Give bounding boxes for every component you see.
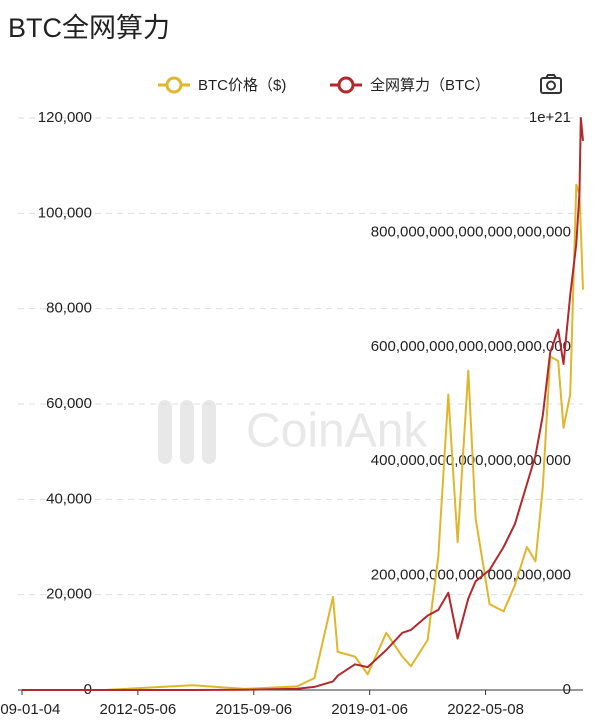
- x-tick-label: 2015-09-06: [215, 701, 292, 718]
- y2-tick-label: 800,000,000,000,000,000,000: [371, 223, 571, 240]
- legend-marker: [165, 76, 183, 94]
- camera-icon[interactable]: [540, 74, 562, 94]
- legend-label: 全网算力（BTC）: [370, 76, 490, 94]
- y2-tick-label: 1e+21: [529, 109, 571, 126]
- chart-title: BTC全网算力: [8, 13, 170, 43]
- x-tick-label: 2022-05-08: [447, 701, 524, 718]
- legend-label: BTC价格（$): [198, 77, 286, 94]
- y-tick-label: 20,000: [46, 586, 92, 603]
- watermark-text: CoinAnk: [246, 405, 428, 458]
- y-tick-label: 120,000: [38, 109, 92, 126]
- y2-tick-label: 600,000,000,000,000,000,000: [371, 338, 571, 355]
- y2-tick-label: 0: [563, 681, 571, 698]
- y-tick-label: 80,000: [46, 300, 92, 317]
- y2-tick-label: 400,000,000,000,000,000,000: [371, 452, 571, 469]
- x-tick-label: 2019-01-06: [331, 701, 408, 718]
- y-tick-label: 100,000: [38, 204, 92, 221]
- legend: BTC价格（$) 全网算力（BTC）: [158, 76, 490, 94]
- x-tick-label: 2009-01-04: [0, 701, 60, 718]
- legend-marker: [337, 76, 355, 94]
- y-tick-label: 60,000: [46, 395, 92, 412]
- watermark: CoinAnk: [158, 400, 428, 464]
- x-tick-label: 2012-05-06: [100, 701, 177, 718]
- y-tick-label: 40,000: [46, 490, 92, 507]
- series-line: [21, 183, 584, 691]
- y2-tick-label: 200,000,000,000,000,000,000: [371, 567, 571, 584]
- series-line: [22, 117, 584, 691]
